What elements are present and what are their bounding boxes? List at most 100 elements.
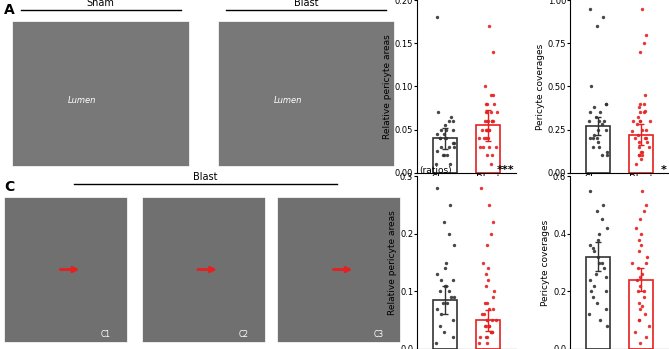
Point [439,329,450,334]
Point [589,104,599,110]
Point [439,220,450,225]
Point [441,135,452,141]
Point [446,114,456,119]
Point [585,243,595,248]
Point [431,340,442,346]
Point [442,153,452,158]
Point [599,118,609,124]
Point [638,289,649,294]
Point [630,161,641,167]
Bar [4,197,127,342]
Point [638,101,649,106]
Point [475,335,486,340]
Point [635,217,646,222]
Point [481,323,492,329]
Point [483,127,494,132]
Point [474,135,484,141]
Bar [587,126,610,173]
Point [438,153,448,158]
Point [436,144,446,150]
Point [487,306,498,311]
Point [444,144,455,150]
Point [636,156,646,162]
Point [636,243,646,248]
Point [488,220,498,225]
Text: A: A [4,3,15,17]
Point [639,110,650,115]
Point [448,277,458,283]
Point [488,49,498,55]
Point [482,243,493,248]
Point [441,260,452,265]
Point [594,118,605,124]
Point [585,277,595,283]
Point [444,118,454,124]
Point [636,149,647,155]
Point [445,202,456,208]
Point [637,271,648,277]
Point [441,283,452,288]
Point [640,32,651,37]
Point [474,340,484,346]
Point [630,135,640,141]
Bar [217,21,394,166]
Bar [476,320,500,349]
Bar [587,257,610,349]
Point [636,149,646,155]
Point [483,323,494,329]
Point [601,153,612,158]
Point [644,118,655,124]
Point [628,118,639,124]
Point [432,306,442,311]
Point [633,289,644,294]
Point [448,294,459,300]
Point [440,135,450,141]
Point [486,161,496,167]
Point [483,202,494,208]
Point [480,118,490,124]
Point [599,266,609,271]
Point [591,208,602,214]
Point [432,185,443,191]
Point [640,202,651,208]
Text: C2: C2 [238,330,248,339]
Point [591,271,601,277]
Point [584,118,595,124]
Point [589,132,599,138]
Point [593,231,604,237]
Point [602,225,613,231]
Point [486,110,496,115]
Point [486,118,497,124]
Point [640,135,650,141]
Point [440,122,450,128]
Point [585,6,595,12]
Point [634,274,645,280]
Y-axis label: Pericyte coverages: Pericyte coverages [541,220,550,306]
Point [476,185,486,191]
Point [439,131,450,137]
Point [642,139,653,144]
Point [448,127,459,132]
Point [448,144,459,150]
Point [431,161,442,167]
Point [482,266,493,271]
Point [434,135,445,141]
Text: C1: C1 [101,330,111,339]
Text: (ratios): (ratios) [419,165,452,174]
Point [480,127,491,132]
Bar [630,135,653,173]
Point [440,283,450,288]
Point [484,306,495,311]
Point [598,15,609,20]
Point [632,132,643,138]
Point [635,118,646,124]
Point [598,202,609,208]
Point [634,104,644,110]
Point [486,329,496,334]
Point [642,254,653,260]
Point [479,300,490,306]
Point [436,312,446,317]
Point [487,329,498,334]
Point [444,231,455,237]
Point [481,317,492,323]
